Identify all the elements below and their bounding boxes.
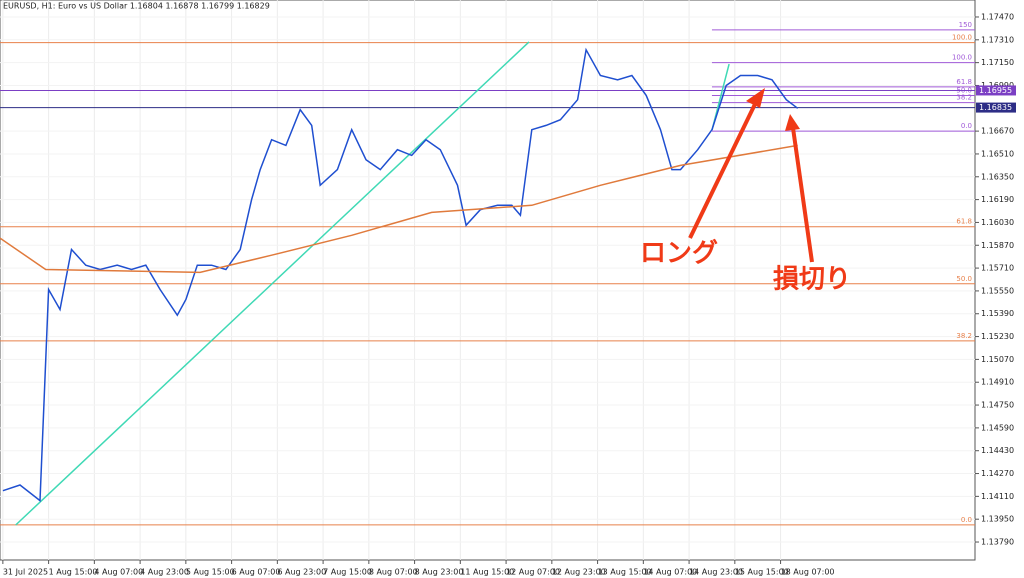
y-tick-label: 1.16190 xyxy=(981,195,1014,204)
plot-area xyxy=(0,0,976,561)
x-tick-label: 14 Aug 23:00 xyxy=(689,568,743,577)
x-tick-label: 12 Aug 07:00 xyxy=(506,568,560,577)
x-tick-label: 8 Aug 23:00 xyxy=(415,568,464,577)
y-tick-label: 1.15870 xyxy=(981,241,1014,250)
x-tick-label: 31 Jul 2025 xyxy=(3,568,48,577)
y-tick-label: 1.13950 xyxy=(981,515,1014,524)
y-tick-label: 1.17310 xyxy=(981,35,1014,44)
fib-label: 38.2 xyxy=(956,94,972,102)
y-tick-label: 1.16350 xyxy=(981,172,1014,181)
arrowhead xyxy=(785,114,800,131)
y-tick-label: 1.13790 xyxy=(981,538,1014,547)
fib-label: 150 xyxy=(959,21,972,29)
arrow xyxy=(791,127,814,263)
y-tick-label: 1.17470 xyxy=(981,12,1014,21)
x-tick-label: 15 Aug 15:00 xyxy=(735,568,789,577)
arrow xyxy=(688,99,759,239)
price-label: 1.16835 xyxy=(979,103,1012,112)
x-tick-label: 7 Aug 15:00 xyxy=(323,568,372,577)
y-tick-label: 1.14430 xyxy=(981,446,1014,455)
y-tick-label: 1.16670 xyxy=(981,127,1014,136)
fib-label: 61.8 xyxy=(956,78,972,86)
fib-label: 38.2 xyxy=(956,332,972,340)
x-tick-label: 8 Aug 07:00 xyxy=(369,568,418,577)
y-tick-label: 1.14590 xyxy=(981,423,1014,432)
price-label: 1.16955 xyxy=(979,86,1012,95)
y-tick-label: 1.16030 xyxy=(981,218,1014,227)
x-tick-label: 6 Aug 23:00 xyxy=(277,568,326,577)
annotation: ロング xyxy=(640,239,718,269)
y-tick-label: 1.15550 xyxy=(981,286,1014,295)
x-tick-label: 4 Aug 23:00 xyxy=(140,568,189,577)
fib-label: 0.0 xyxy=(961,122,972,130)
series-line xyxy=(2,47,799,503)
y-tick-label: 1.14110 xyxy=(981,492,1014,501)
x-tick-label: 5 Aug 15:00 xyxy=(186,568,235,577)
x-tick-label: 14 Aug 07:00 xyxy=(643,568,697,577)
y-tick-label: 1.15710 xyxy=(981,264,1014,273)
y-tick-label: 1.14750 xyxy=(981,401,1014,410)
y-tick-label: 1.17150 xyxy=(981,58,1014,67)
y-tick-label: 1.15230 xyxy=(981,332,1014,341)
y-tick-label: 1.15390 xyxy=(981,309,1014,318)
y-tick-label: 1.15070 xyxy=(981,355,1014,364)
x-tick-label: 18 Aug 07:00 xyxy=(781,568,835,577)
fib-label: 61.8 xyxy=(956,218,972,226)
price-label-box xyxy=(976,85,1016,96)
y-tick-label: 1.16510 xyxy=(981,149,1014,158)
x-tick-label: 6 Aug 07:00 xyxy=(232,568,281,577)
arrowhead xyxy=(746,88,765,108)
series-line xyxy=(0,144,798,274)
y-tick-label: 1.14270 xyxy=(981,469,1014,478)
fib-label: 100.0 xyxy=(952,34,972,42)
y-tick-label: 1.14910 xyxy=(981,378,1014,387)
annotation: 損切り xyxy=(773,265,851,295)
fib-label: 0.0 xyxy=(961,516,972,524)
x-tick-label: 1 Aug 15:00 xyxy=(49,568,98,577)
fib-label: 100.0 xyxy=(952,54,972,62)
x-tick-label: 13 Aug 15:00 xyxy=(598,568,652,577)
price-label-box xyxy=(976,102,1016,113)
chart-title: EURUSD, H1: Euro vs US Dollar 1.16804 1.… xyxy=(3,2,270,11)
x-tick-label: 11 Aug 15:00 xyxy=(460,568,514,577)
fib-label: 50.0 xyxy=(956,275,972,283)
trendline xyxy=(15,41,530,526)
x-tick-label: 12 Aug 23:00 xyxy=(552,568,606,577)
x-tick-label: 4 Aug 07:00 xyxy=(94,568,143,577)
